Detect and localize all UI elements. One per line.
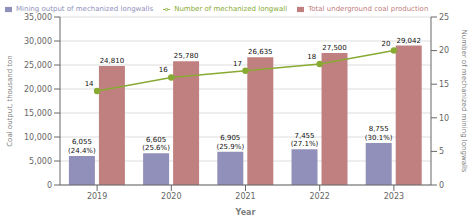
svg-text:30,000: 30,000 [24, 37, 52, 46]
svg-text:17: 17 [233, 60, 242, 68]
svg-text:2023: 2023 [384, 192, 404, 201]
html-text:Total underground coal product: Total underground coal production [308, 5, 429, 13]
svg-text:15: 15 [439, 80, 449, 89]
svg-text:Number of mechanized mining lo: Number of mechanized mining longwalls [460, 30, 466, 173]
svg-text:2022: 2022 [310, 192, 330, 201]
svg-text:24,810: 24,810 [100, 57, 125, 65]
svg-text:0: 0 [439, 181, 444, 190]
svg-text:18: 18 [307, 53, 316, 61]
svg-text:25,780: 25,780 [174, 52, 199, 60]
svg-text:20: 20 [381, 40, 390, 48]
svg-text:8,755(30.1%): 8,755(30.1%) [365, 125, 393, 142]
svg-text:16: 16 [159, 66, 168, 74]
svg-text:20,000: 20,000 [24, 85, 52, 94]
svg-text:6,905(25.9%): 6,905(25.9%) [216, 134, 244, 151]
svg-text:15,000: 15,000 [24, 109, 52, 118]
svg-text:Year: Year [235, 208, 256, 215]
svg-text:5,000: 5,000 [29, 157, 52, 166]
svg-text:14: 14 [85, 80, 94, 88]
svg-text:10,000: 10,000 [24, 133, 52, 142]
svg-text:Coal output, thousand ton: Coal output, thousand ton [8, 55, 14, 147]
svg-text:10: 10 [439, 114, 449, 123]
svg-text:25: 25 [439, 13, 449, 22]
html-text:Mining output of mechanized lo: Mining output of mechanized longwalls [16, 5, 154, 13]
svg-text:29,042: 29,042 [396, 37, 421, 45]
svg-text:0: 0 [47, 181, 52, 190]
svg-text:27,500: 27,500 [322, 44, 347, 52]
svg-text:25,000: 25,000 [24, 61, 52, 70]
svg-text:2019: 2019 [87, 192, 107, 201]
svg-text:6,055(24.4%): 6,055(24.4%) [68, 138, 96, 155]
svg-text:6,605(25.6%): 6,605(25.6%) [142, 136, 170, 153]
svg-text:20: 20 [439, 46, 449, 55]
svg-text:26,635: 26,635 [248, 48, 273, 56]
svg-text:5: 5 [439, 147, 444, 156]
html-text:Number of mechanized longwall: Number of mechanized longwall [174, 5, 288, 13]
svg-text:2020: 2020 [161, 192, 181, 201]
svg-text:2021: 2021 [235, 192, 255, 201]
svg-text:7,455(27.1%): 7,455(27.1%) [291, 132, 319, 149]
svg-text:35,000: 35,000 [24, 13, 52, 22]
